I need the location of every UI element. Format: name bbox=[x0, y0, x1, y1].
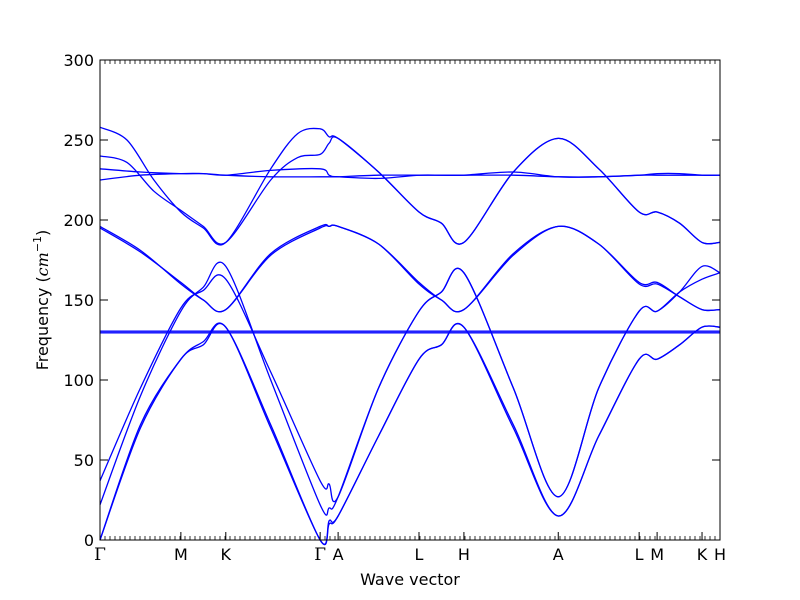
x-tick-label: H bbox=[458, 545, 470, 564]
y-axis-label-exponent: −1 bbox=[31, 236, 44, 252]
plot-frame bbox=[99, 59, 721, 541]
series-line-12 bbox=[99, 126, 721, 246]
series-layer bbox=[99, 126, 721, 546]
y-tick-label: 150 bbox=[63, 291, 94, 310]
y-axis-label-suffix: ) bbox=[33, 230, 52, 236]
x-tick-label: A bbox=[333, 545, 344, 564]
x-tick-label: K bbox=[697, 545, 708, 564]
y-ticks: 0 50 100 150 200 250 300 bbox=[63, 51, 720, 550]
y-tick-label: 300 bbox=[63, 51, 94, 70]
x-tick-label: M bbox=[650, 545, 664, 564]
series-line-4 bbox=[99, 267, 721, 503]
series-line-10 bbox=[99, 167, 720, 180]
x-tick-label: Γ bbox=[314, 545, 326, 565]
y-axis-label-prefix: Frequency ( bbox=[33, 276, 52, 370]
y-tick-label: 250 bbox=[63, 131, 94, 150]
y-tick-label: 100 bbox=[63, 371, 94, 390]
series-line-6 bbox=[99, 223, 721, 313]
y-tick-label: 0 bbox=[84, 531, 94, 550]
plot-area bbox=[100, 60, 720, 540]
x-tick-label: L bbox=[415, 545, 424, 564]
x-tick-label: M bbox=[174, 545, 188, 564]
series-line-2 bbox=[99, 322, 721, 545]
x-axis-label: Wave vector bbox=[360, 570, 460, 589]
y-tick-label: 200 bbox=[63, 211, 94, 230]
y-tick-label: 50 bbox=[74, 451, 94, 470]
y-axis-label-unit: cm bbox=[33, 252, 52, 276]
y-axis-label: Frequency (cm−1) bbox=[31, 230, 52, 371]
x-tick-label: Γ bbox=[94, 545, 106, 565]
x-tick-label: L bbox=[635, 545, 644, 564]
x-tick-label: K bbox=[221, 545, 232, 564]
x-tick-label: A bbox=[553, 545, 564, 564]
x-tick-label: H bbox=[714, 545, 726, 564]
